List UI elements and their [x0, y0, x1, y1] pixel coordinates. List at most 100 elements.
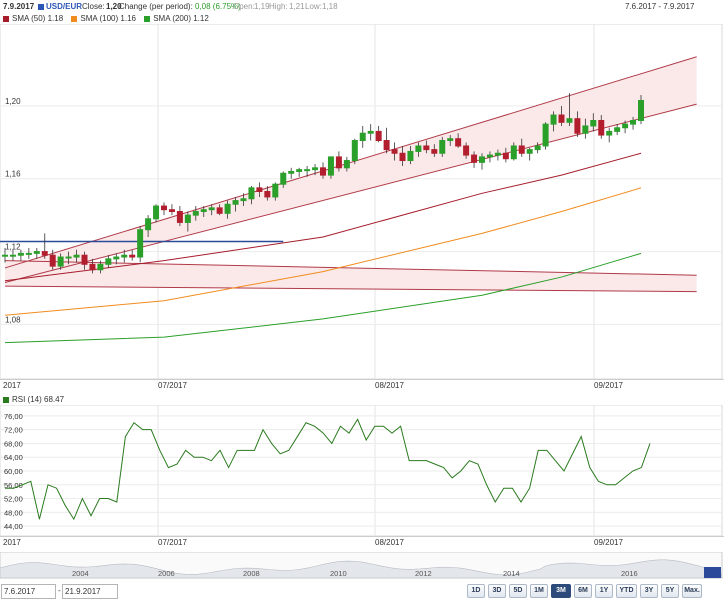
candle-body: [566, 118, 573, 123]
candle-body: [606, 130, 613, 136]
candle-body: [526, 149, 533, 154]
axis-label-08: 08/2017: [375, 381, 404, 390]
candle-body: [81, 254, 88, 265]
candle-body: [129, 254, 136, 258]
candle-body: [399, 152, 406, 162]
range-navigator[interactable]: 2004 2006 2008 2010 2012 2014 2016: [0, 552, 724, 580]
candle-body: [582, 125, 589, 134]
candle-body: [638, 99, 644, 121]
period-button-3m[interactable]: 3M: [551, 584, 571, 598]
rising-channel-fill: [5, 56, 697, 283]
price-chart[interactable]: 1,08 1,12 1,16 1,20: [0, 24, 724, 392]
candle-body: [288, 170, 295, 174]
candle-body: [320, 167, 326, 176]
period-button-max[interactable]: Max.: [682, 584, 702, 598]
candle-body: [494, 152, 501, 156]
period-button-5y[interactable]: 5Y: [661, 584, 679, 598]
rsi-y-tick-label: 64,00: [4, 453, 23, 462]
period-button-1m[interactable]: 1M: [530, 584, 548, 598]
header-high: 1,21: [289, 2, 305, 11]
period-button-1y[interactable]: 1Y: [595, 584, 613, 598]
period-button-3d[interactable]: 3D: [488, 584, 506, 598]
candle-body: [486, 154, 493, 158]
channel-line-flat-top: [4, 260, 697, 276]
rsi-swatch-icon: [3, 396, 9, 403]
header-close-label: Close:: [82, 2, 105, 11]
rsi-y-tick-label: 72,00: [4, 426, 23, 435]
period-button-3y[interactable]: 3Y: [640, 584, 658, 598]
sma200-swatch-icon: [144, 15, 151, 22]
navigator-year-label: 2008: [243, 569, 260, 578]
rsi-chart[interactable]: 44,00 48,00 52,00 56,00 60,00 64,00 68,00 72,00…: [0, 405, 724, 536]
flat-channel-fill: [5, 260, 697, 292]
candle-body: [192, 211, 199, 216]
main-date-axis: 2017 07/2017 08/2017 09/2017: [0, 379, 724, 391]
legend-sma100[interactable]: SMA (100) 1.16: [71, 14, 136, 23]
period-button-5d[interactable]: 5D: [509, 584, 527, 598]
candle-body: [502, 152, 509, 160]
rsi-axis-label-09: 09/2017: [594, 538, 623, 547]
period-button-6m[interactable]: 6M: [574, 584, 592, 598]
legend-sma50[interactable]: SMA (50) 1.18: [3, 14, 63, 23]
to-date-input[interactable]: 21.9.2017: [62, 584, 118, 599]
candle-body: [304, 169, 311, 172]
candle-body: [542, 123, 549, 147]
rsi-axis-label-08: 08/2017: [375, 538, 404, 547]
rsi-axis-label-07: 07/2017: [158, 538, 187, 547]
y-tick-label: 1,20: [5, 97, 21, 106]
candle-body: [296, 169, 303, 172]
header-open-label: Open:: [233, 2, 255, 11]
header-open: 1,19: [254, 2, 270, 11]
candle-body: [439, 140, 446, 154]
candle-body: [534, 145, 541, 151]
plot-area: [0, 24, 723, 380]
candle-body: [161, 205, 167, 211]
from-date-input[interactable]: 7.6.2017: [1, 584, 56, 599]
candle-body: [590, 119, 597, 127]
candle-body: [200, 209, 207, 213]
candle-body: [335, 156, 342, 169]
header-change: 0,08 (6.75%): [195, 2, 241, 11]
period-button-ytd[interactable]: YTD: [616, 584, 637, 598]
axis-label-09: 09/2017: [594, 381, 623, 390]
candle-body: [208, 207, 215, 211]
info-header: 7.9.2017 USD/EUR Close: 1,20 Change (per…: [0, 0, 724, 14]
y-tick-label: 1,16: [5, 170, 21, 179]
channel-line-upper: [4, 56, 697, 269]
channel-line-lower: [4, 103, 697, 283]
candle-body: [65, 256, 72, 259]
candle-body: [25, 252, 32, 255]
candle-body: [153, 205, 160, 220]
navigator-year-label: 2012: [415, 569, 432, 578]
candle-body: [415, 145, 422, 152]
candle-body: [17, 252, 24, 256]
candle-body: [431, 149, 438, 154]
rsi-y-tick-label: 48,00: [4, 508, 23, 517]
sma50-swatch-icon: [3, 15, 9, 22]
candle-body: [630, 119, 637, 125]
candle-body: [550, 114, 557, 125]
candle-body: [455, 138, 462, 147]
candle-body: [9, 254, 16, 257]
period-button-1d[interactable]: 1D: [467, 584, 485, 598]
candle-body: [367, 130, 374, 134]
navigator-year-label: 2014: [503, 569, 520, 578]
candle-body: [558, 114, 565, 123]
candle-body: [89, 263, 96, 271]
candle-body: [343, 160, 350, 169]
candle-body: [447, 138, 454, 142]
header-symbol: USD/EUR: [46, 2, 83, 11]
header-change-label: Change (per period):: [119, 2, 193, 11]
candle-body: [614, 127, 621, 132]
legend-sma200[interactable]: SMA (200) 1.12: [144, 14, 209, 23]
candle-body: [359, 132, 366, 142]
header-low: 1,18: [322, 2, 338, 11]
header-low-label: Low:: [305, 2, 322, 11]
candle-body: [33, 251, 40, 254]
candle-body: [383, 140, 390, 151]
candle-body: [471, 154, 478, 163]
rsi-y-tick-label: 68,00: [4, 439, 23, 448]
channel-line-flat-bottom: [4, 285, 697, 293]
sma100-swatch-icon: [71, 15, 78, 22]
rsi-legend[interactable]: RSI (14) 68.47: [3, 395, 64, 405]
